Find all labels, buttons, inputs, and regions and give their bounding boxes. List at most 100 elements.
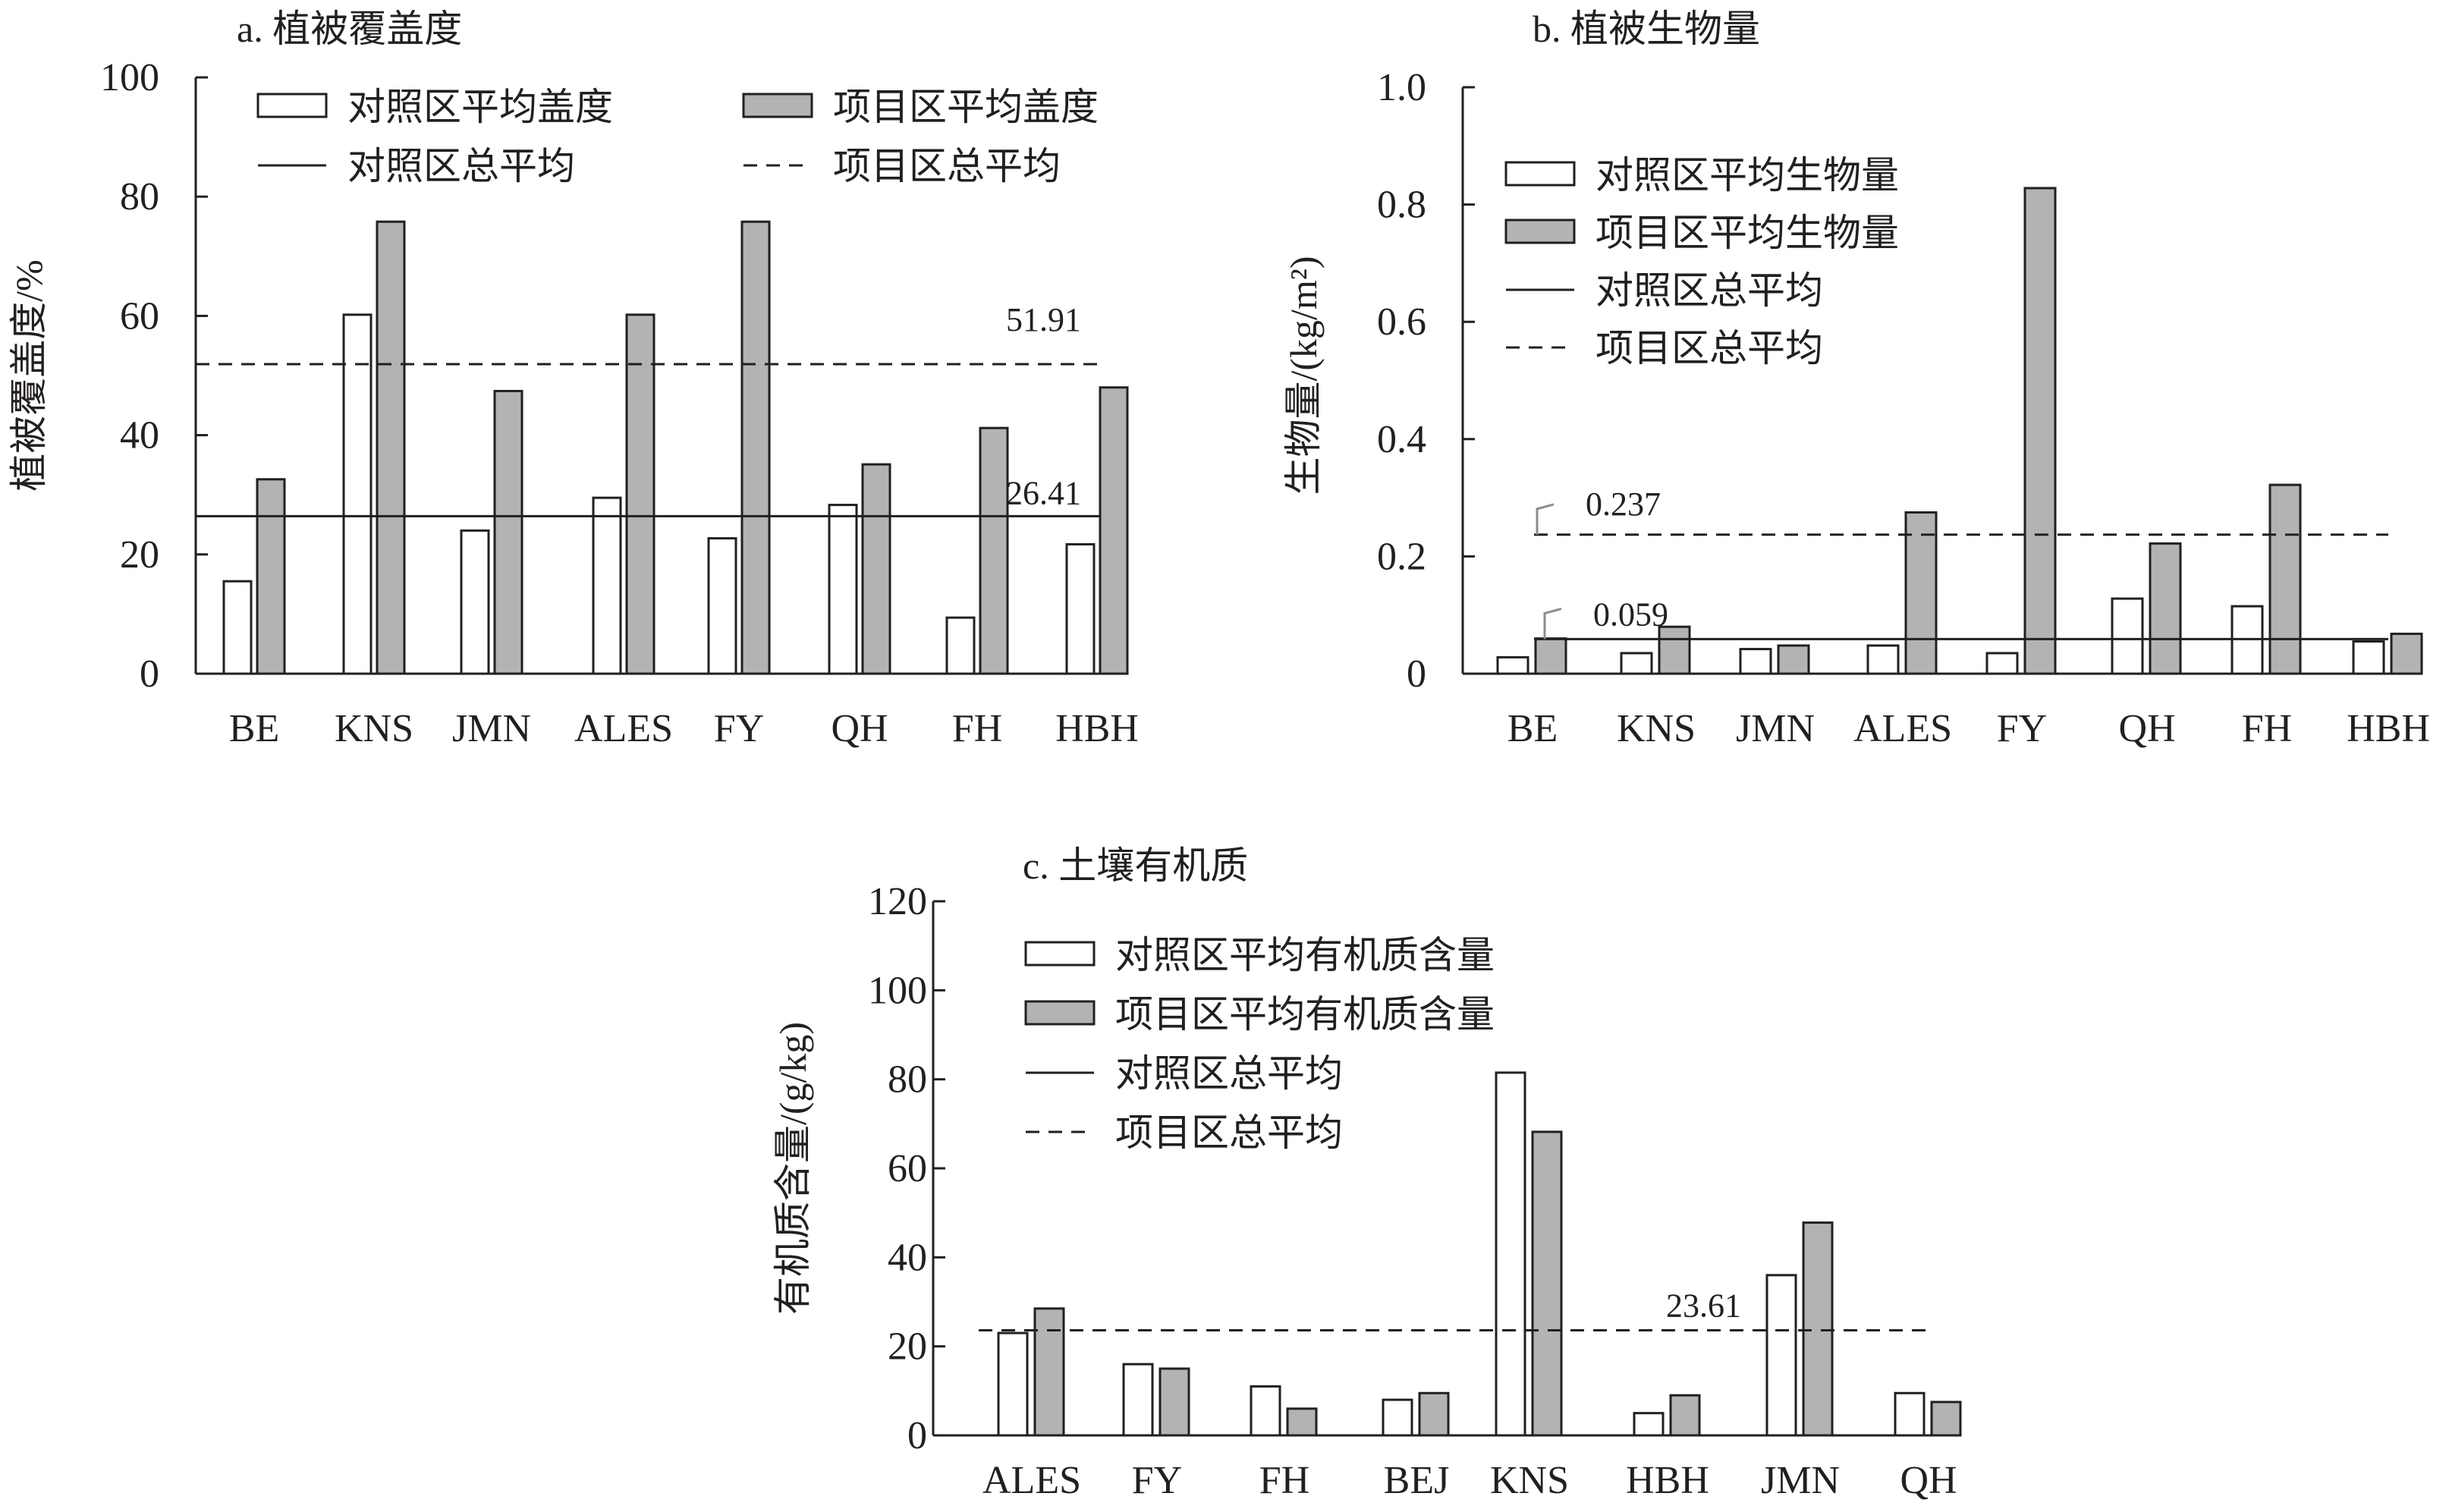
bar-control [1382,1398,1413,1437]
bar-control [342,313,373,675]
bar-control [828,504,858,675]
bar-control [1122,1363,1154,1437]
bar-project [979,426,1009,675]
x-category-label: HBH [1055,707,1139,750]
y-tick-label: 80 [120,175,159,218]
mean-leader-line [1536,503,1555,535]
legend-label: 对照区平均生物量 [1595,154,1899,196]
y-axis-label: 有机质含量/(g/kg) [772,1022,814,1315]
mean-leader-line [1543,607,1562,640]
x-category-label: JMN [452,707,531,750]
chart-title: a. 植被覆盖度 [237,8,462,50]
y-tick-label: 20 [120,533,159,577]
y-tick-label: 0.8 [1377,184,1426,227]
bar-control [1894,1391,1926,1437]
bar-project [376,220,406,675]
bar-project [1669,1394,1701,1437]
x-category-label: FH [952,707,1002,750]
x-category-label: FH [1259,1459,1309,1502]
x-category-label: FH [2242,707,2292,750]
y-tick-label: 0.2 [1377,535,1426,578]
x-category-label: ALES [982,1459,1081,1502]
bar-project [1286,1407,1318,1437]
y-axis-label: 植被覆盖度/% [8,259,50,492]
bar-control [1495,1071,1526,1437]
bar-project [256,478,286,675]
y-tick-label: 100 [100,56,159,99]
legend-swatch-control [256,93,328,118]
legend-label: 项目区总平均 [1115,1111,1343,1154]
legend-label: 项目区平均有机质含量 [1115,993,1495,1036]
bar-control [592,496,622,675]
chart-panel-a: 0 20 40 60 80 100 BE KNS JMN ALES FY QH FH HBH 26.41 51… [8,8,1139,750]
bar-control [1620,652,1653,675]
bar-control [1250,1385,1281,1437]
bar-project [625,313,655,675]
x-category-label: KNS [1617,707,1696,750]
chart-title: c. 土壤有机质 [1023,844,1248,887]
bar-control [1065,542,1096,675]
x-category-label: FY [1997,707,2047,750]
y-tick-label: 80 [888,1058,927,1102]
legend-label: 对照区平均盖度 [347,86,613,128]
legend-swatch-control [1024,941,1096,967]
x-category-label: HBH [2347,707,2430,750]
x-category-label: ALES [574,707,673,750]
project-mean-label: 23.61 [1666,1287,1741,1324]
legend-label: 项目区平均生物量 [1595,212,1899,254]
bar-control [2111,597,2144,675]
chart-panel-b: 0 0.2 0.4 0.6 0.8 1.0 BE KNS JMN ALES FY QH FH HBH 0.0… [1282,8,2430,750]
y-tick-label: 0 [907,1414,927,1457]
y-tick-label: 60 [120,294,159,338]
bar-control [460,529,490,675]
x-category-label: BE [1507,707,1558,750]
x-category-label: QH [1900,1459,1957,1502]
bar-project [1904,511,1938,675]
bar-project [861,463,891,675]
bar-project [1802,1221,1834,1437]
legend-label: 对照区平均有机质含量 [1115,934,1495,976]
y-tick-label: 0 [1407,652,1426,696]
bar-control [1765,1274,1797,1437]
bar-control [1866,644,1900,675]
y-tick-label: 40 [120,414,159,457]
bar-control [222,580,253,675]
project-mean-label: 0.237 [1586,486,1661,523]
bar-project [2149,542,2182,675]
y-tick-label: 20 [888,1325,927,1369]
legend-swatch-control [1504,161,1576,187]
legend-label: 对照区总平均 [1115,1052,1343,1095]
bar-control [1739,648,1772,675]
chart-panel-c: 0 20 40 60 80 100 120 ALES FY FH BEJ KNS HBH JMN QH 23.… [772,844,1962,1502]
legend-label: 对照区总平均 [347,145,575,187]
x-category-label: KNS [335,707,413,750]
y-tick-label: 1.0 [1377,66,1426,109]
bar-project [1777,644,1810,675]
bar-project [1158,1367,1190,1437]
x-category-label: KNS [1490,1459,1569,1502]
bar-control [1633,1412,1665,1437]
x-category-label: JMN [1736,707,1815,750]
bar-project [1534,637,1567,675]
y-tick-label: 0 [140,652,159,696]
x-category-label: JMN [1761,1459,1840,1502]
legend-swatch-project [742,93,813,118]
bar-project [2390,632,2423,675]
legend-swatch-project [1024,1000,1096,1026]
bar-project [2023,187,2057,675]
legend-label: 项目区总平均 [1595,327,1823,369]
bar-project [1099,386,1129,675]
project-mean-label: 51.91 [1006,301,1081,338]
bar-project [1033,1307,1065,1437]
chart-title: b. 植被生物量 [1533,8,1760,50]
y-tick-label: 120 [868,880,927,923]
bar-project [2268,483,2302,675]
x-category-label: ALES [1853,707,1952,750]
y-tick-label: 0.6 [1377,300,1426,344]
y-tick-label: 0.4 [1377,418,1426,461]
x-category-label: BEJ [1384,1459,1450,1502]
bar-control [2352,640,2385,675]
x-category-label: FY [714,707,764,750]
control-mean-label: 26.41 [1006,474,1081,511]
